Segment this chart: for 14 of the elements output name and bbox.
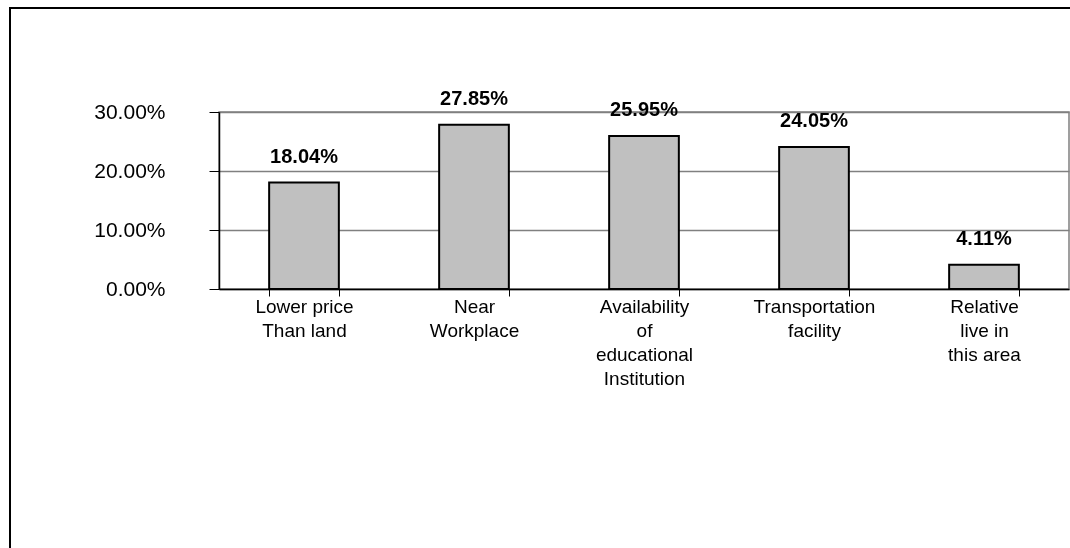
x-tick-label: Near Workplace (429, 295, 520, 341)
x-tick-label: Relative live in this area (948, 295, 1022, 365)
data-label: 27.85% (440, 86, 509, 109)
x-tick-label: Transportation facility (753, 295, 876, 341)
y-tick-label: 10.00% (94, 217, 166, 241)
y-tick-label: 30.00% (94, 99, 166, 123)
data-label: 4.11% (956, 226, 1013, 249)
x-tick-label: Lower price Than land (255, 295, 354, 341)
y-tick-label: 0.00% (105, 276, 166, 300)
y-tick-label: 20.00% (94, 158, 166, 182)
data-label: 18.04% (270, 144, 339, 167)
data-label: 24.05% (780, 109, 849, 132)
data-label: 25.95% (610, 97, 679, 120)
x-tick-label: Availability of educational Institution (595, 295, 694, 389)
